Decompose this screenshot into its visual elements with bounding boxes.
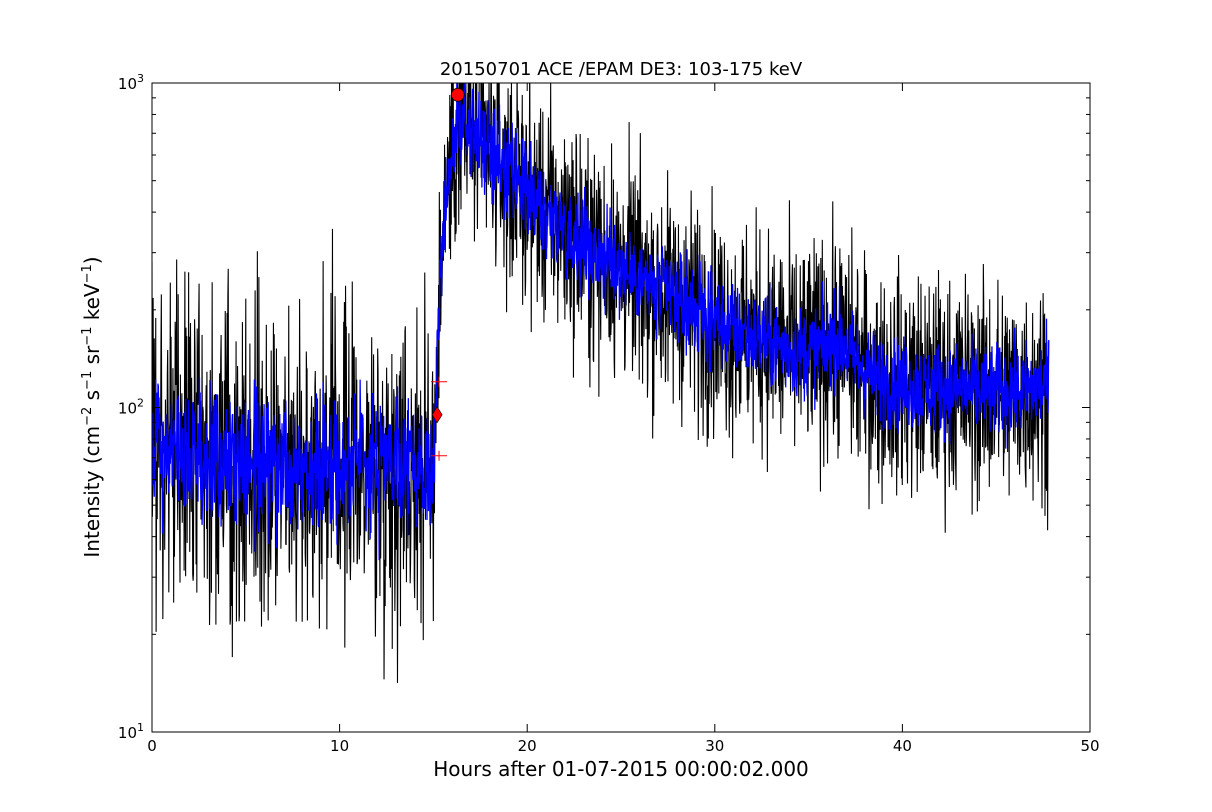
y-axis-label: Intensity (cm−2 s−1 sr−1 keV−1): [80, 256, 104, 557]
y-tick-label: 102: [118, 397, 144, 418]
series-smoothed-line: [152, 83, 1050, 561]
x-tick-label: 50: [1080, 737, 1099, 755]
x-tick-label: 20: [518, 737, 537, 755]
y-tick-label: 101: [118, 721, 144, 742]
x-tick-label: 40: [893, 737, 912, 755]
onset-marker: [431, 406, 443, 424]
y-tick-label: 103: [118, 72, 144, 93]
x-tick-label: 0: [147, 737, 157, 755]
onset-lower-cross: [431, 450, 448, 461]
marker-layer: [431, 87, 465, 461]
tick-layer: 0 10 20 30 40 50 101 102 103: [118, 72, 1100, 755]
plot-data-layer: [152, 83, 1050, 683]
series-raw-line: [152, 83, 1050, 683]
x-tick-label: 30: [705, 737, 724, 755]
peak-marker: [450, 87, 465, 102]
x-tick-label: 10: [330, 737, 349, 755]
chart-title: 20150701 ACE /EPAM DE3: 103-175 keV: [440, 59, 803, 80]
onset-upper-cross: [431, 376, 448, 387]
x-axis-label: Hours after 01-07-2015 00:00:02.000: [433, 757, 809, 781]
